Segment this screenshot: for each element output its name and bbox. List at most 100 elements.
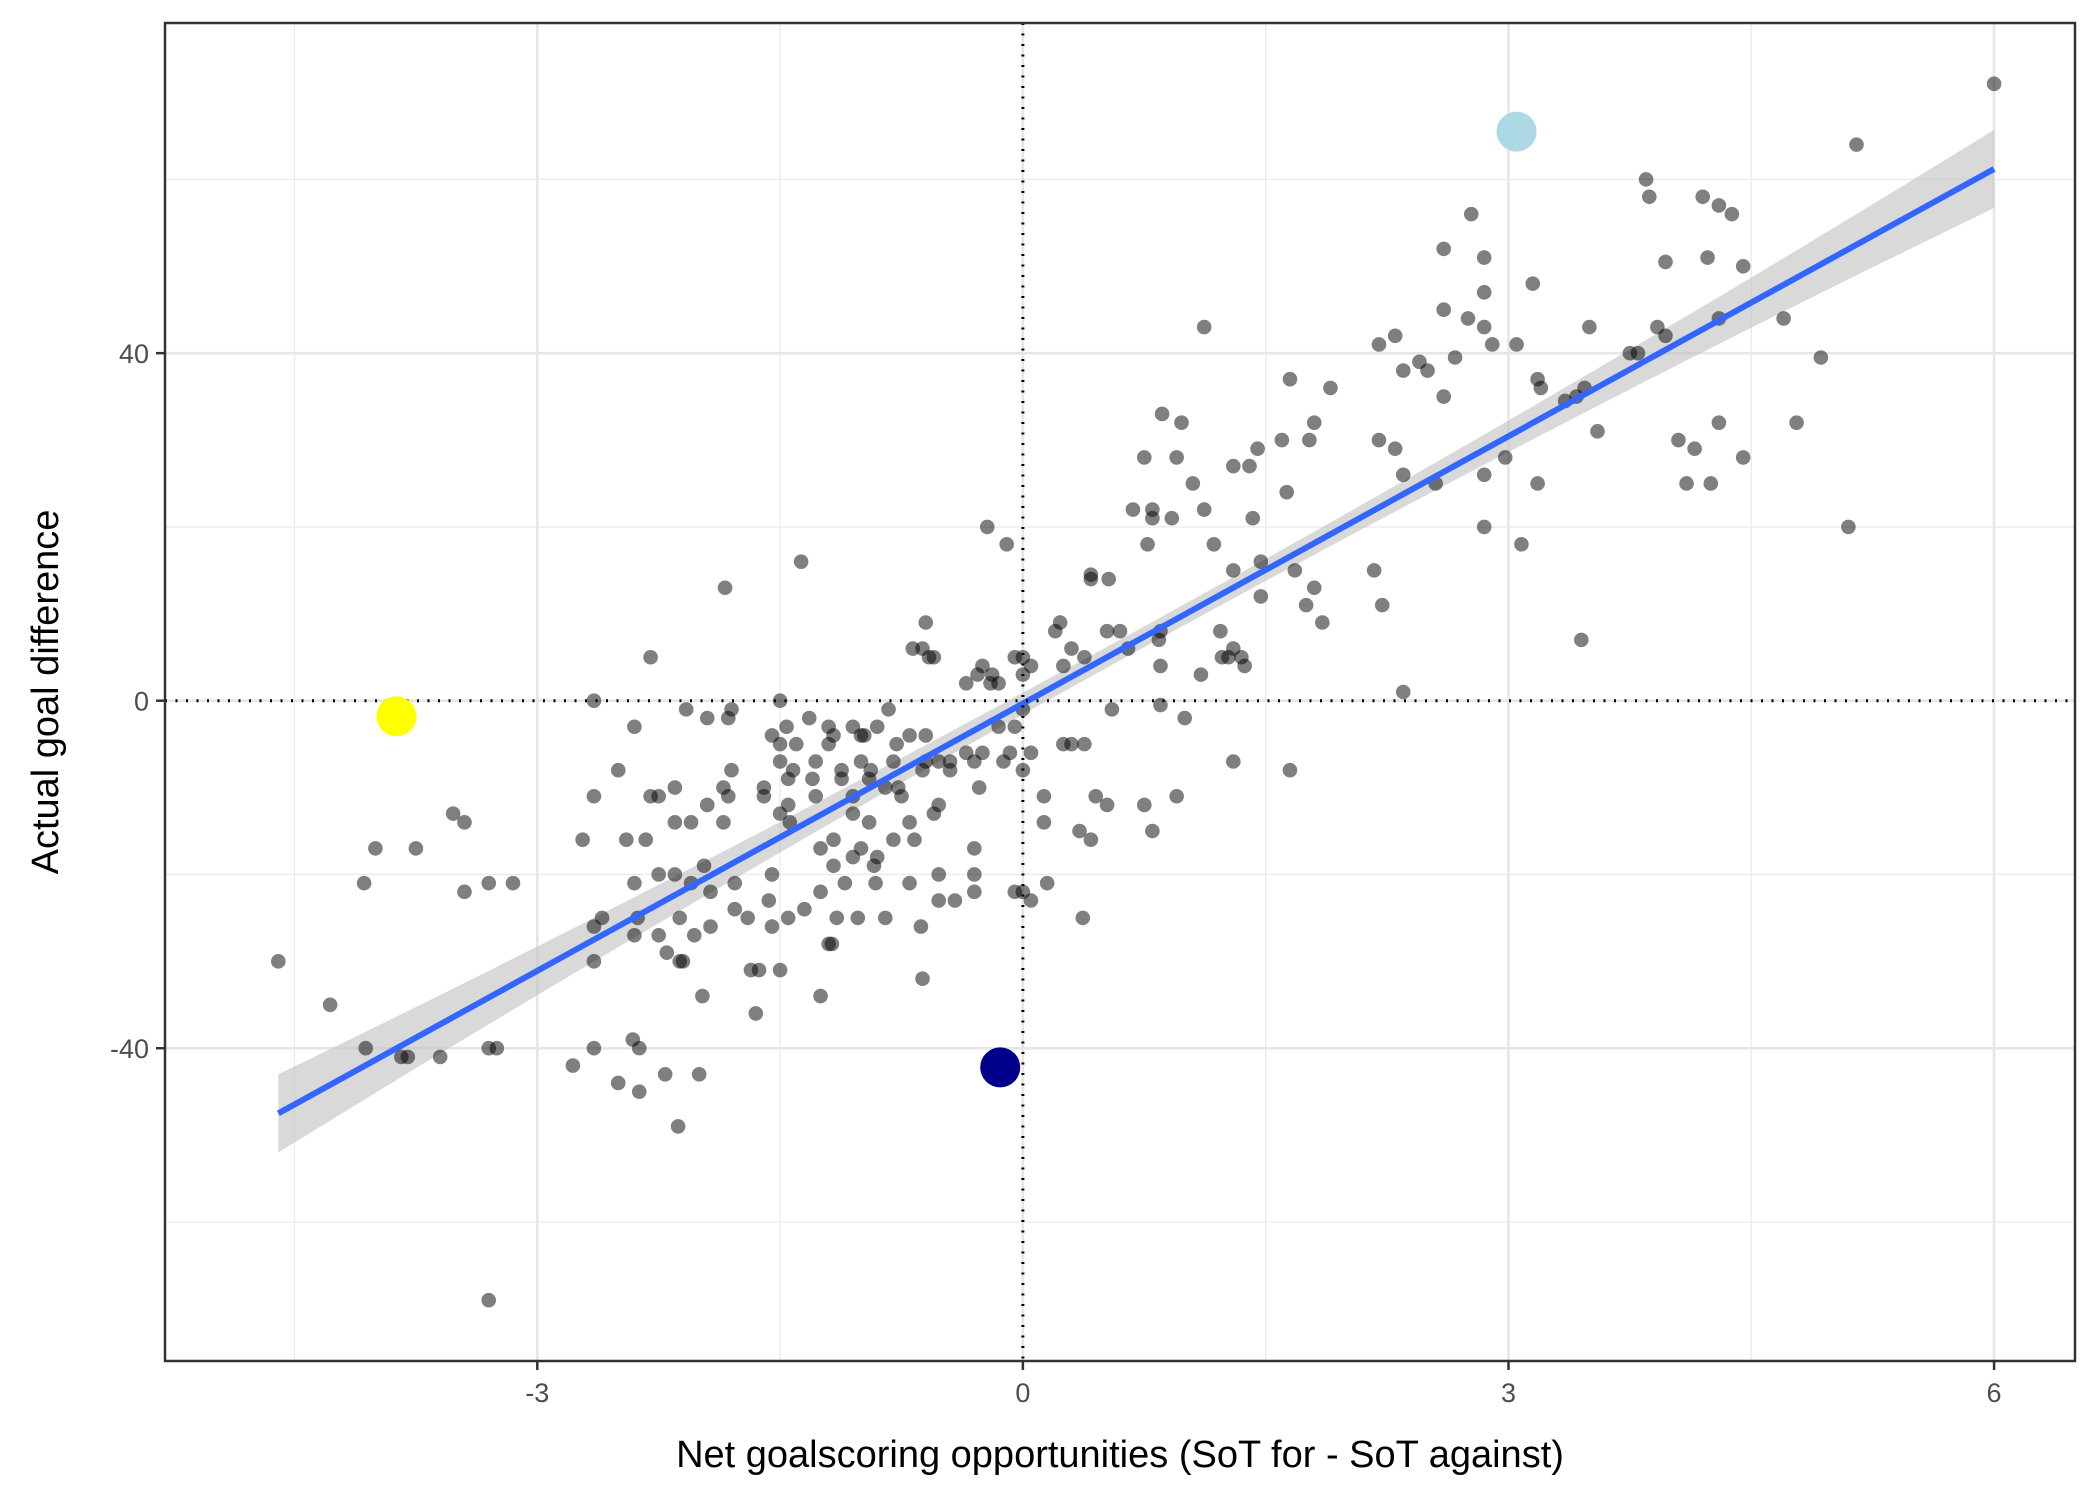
data-point: [619, 832, 634, 848]
data-point: [1250, 441, 1265, 457]
data-point: [1169, 450, 1184, 465]
data-point: [1371, 337, 1387, 352]
data-point: [1374, 597, 1390, 613]
minor-gridlines: [165, 23, 2075, 1361]
data-point: [1703, 476, 1719, 491]
data-point: [1323, 380, 1338, 396]
data-point: [1371, 432, 1387, 448]
data-point: [1476, 319, 1492, 335]
data-point: [672, 910, 688, 926]
data-point: [808, 754, 823, 769]
data-point: [1724, 206, 1740, 222]
data-point: [868, 875, 883, 891]
data-point: [1226, 458, 1241, 474]
data-point: [1630, 345, 1646, 361]
data-point: [1253, 589, 1269, 604]
data-point: [1077, 736, 1092, 752]
data-point: [1711, 198, 1727, 213]
data-point: [1711, 415, 1727, 430]
data-point: [683, 815, 699, 830]
data-point: [915, 971, 930, 987]
data-point: [881, 702, 896, 717]
data-point: [727, 901, 743, 917]
data-point: [1193, 667, 1209, 682]
data-point: [889, 736, 904, 752]
data-point: [877, 910, 893, 926]
data-point: [271, 954, 286, 969]
data-point: [1226, 563, 1241, 578]
data-point: [657, 1066, 673, 1082]
data-point: [1226, 754, 1241, 769]
data-point: [861, 771, 877, 787]
data-point: [850, 910, 866, 926]
data-point: [703, 919, 718, 934]
data-point: [1242, 458, 1257, 474]
data-point: [1306, 415, 1322, 430]
data-point: [764, 867, 780, 882]
data-point: [797, 901, 812, 917]
data-point: [699, 797, 715, 813]
data-point: [575, 832, 590, 848]
data-point: [999, 536, 1014, 552]
data-point: [1153, 697, 1168, 713]
x-tick-label: 6: [1987, 1378, 2002, 1408]
data-point: [1213, 623, 1228, 639]
data-point: [1237, 658, 1252, 674]
data-point: [761, 893, 777, 908]
data-point: [1986, 76, 2002, 92]
data-point: [1679, 476, 1694, 491]
data-point: [667, 780, 683, 795]
data-point: [678, 702, 694, 717]
data-point: [837, 875, 853, 891]
data-point: [975, 745, 990, 761]
data-point: [886, 832, 901, 848]
data-point: [1590, 424, 1605, 439]
data-point: [1169, 788, 1184, 804]
data-point: [845, 849, 861, 865]
data-point: [983, 676, 998, 691]
data-point: [1023, 893, 1039, 908]
data-point: [1245, 510, 1261, 526]
data-point: [1530, 476, 1545, 491]
data-point: [793, 554, 809, 569]
data-point: [813, 884, 828, 900]
data-point: [1463, 206, 1479, 222]
y-axis-title: Actual goal difference: [25, 510, 67, 875]
data-point: [740, 910, 756, 926]
data-point: [358, 1040, 374, 1056]
data-point: [1099, 623, 1115, 639]
x-tick-label: 3: [1501, 1378, 1516, 1408]
data-point: [1088, 788, 1104, 804]
data-point: [1287, 563, 1303, 578]
data-point: [979, 519, 995, 535]
data-point: [1671, 432, 1686, 448]
data-point: [1274, 432, 1290, 448]
data-point: [586, 788, 602, 804]
data-point: [1185, 476, 1201, 491]
data-point: [699, 710, 715, 726]
data-point: [926, 649, 942, 665]
regression-line: [276, 166, 1996, 1117]
data-point: [1695, 189, 1711, 205]
data-point: [586, 1040, 602, 1056]
data-point: [481, 1292, 497, 1308]
y-tick-label: 40: [119, 339, 149, 369]
x-axis-title: Net goalscoring opportunities (SoT for -…: [676, 1434, 1564, 1476]
data-point: [801, 710, 817, 726]
data-point: [627, 719, 642, 735]
data-point: [869, 719, 885, 735]
data-point: [457, 884, 472, 900]
data-point: [1023, 745, 1039, 761]
data-point: [586, 693, 602, 708]
data-point: [1196, 319, 1212, 335]
data-point: [631, 1084, 647, 1099]
data-point: [756, 788, 772, 804]
data-point: [1298, 597, 1314, 613]
data-point: [651, 788, 666, 804]
data-point: [724, 762, 739, 778]
data-point: [691, 1066, 707, 1082]
data-point: [638, 832, 654, 848]
data-point: [1083, 571, 1099, 587]
data-point: [1641, 189, 1657, 205]
